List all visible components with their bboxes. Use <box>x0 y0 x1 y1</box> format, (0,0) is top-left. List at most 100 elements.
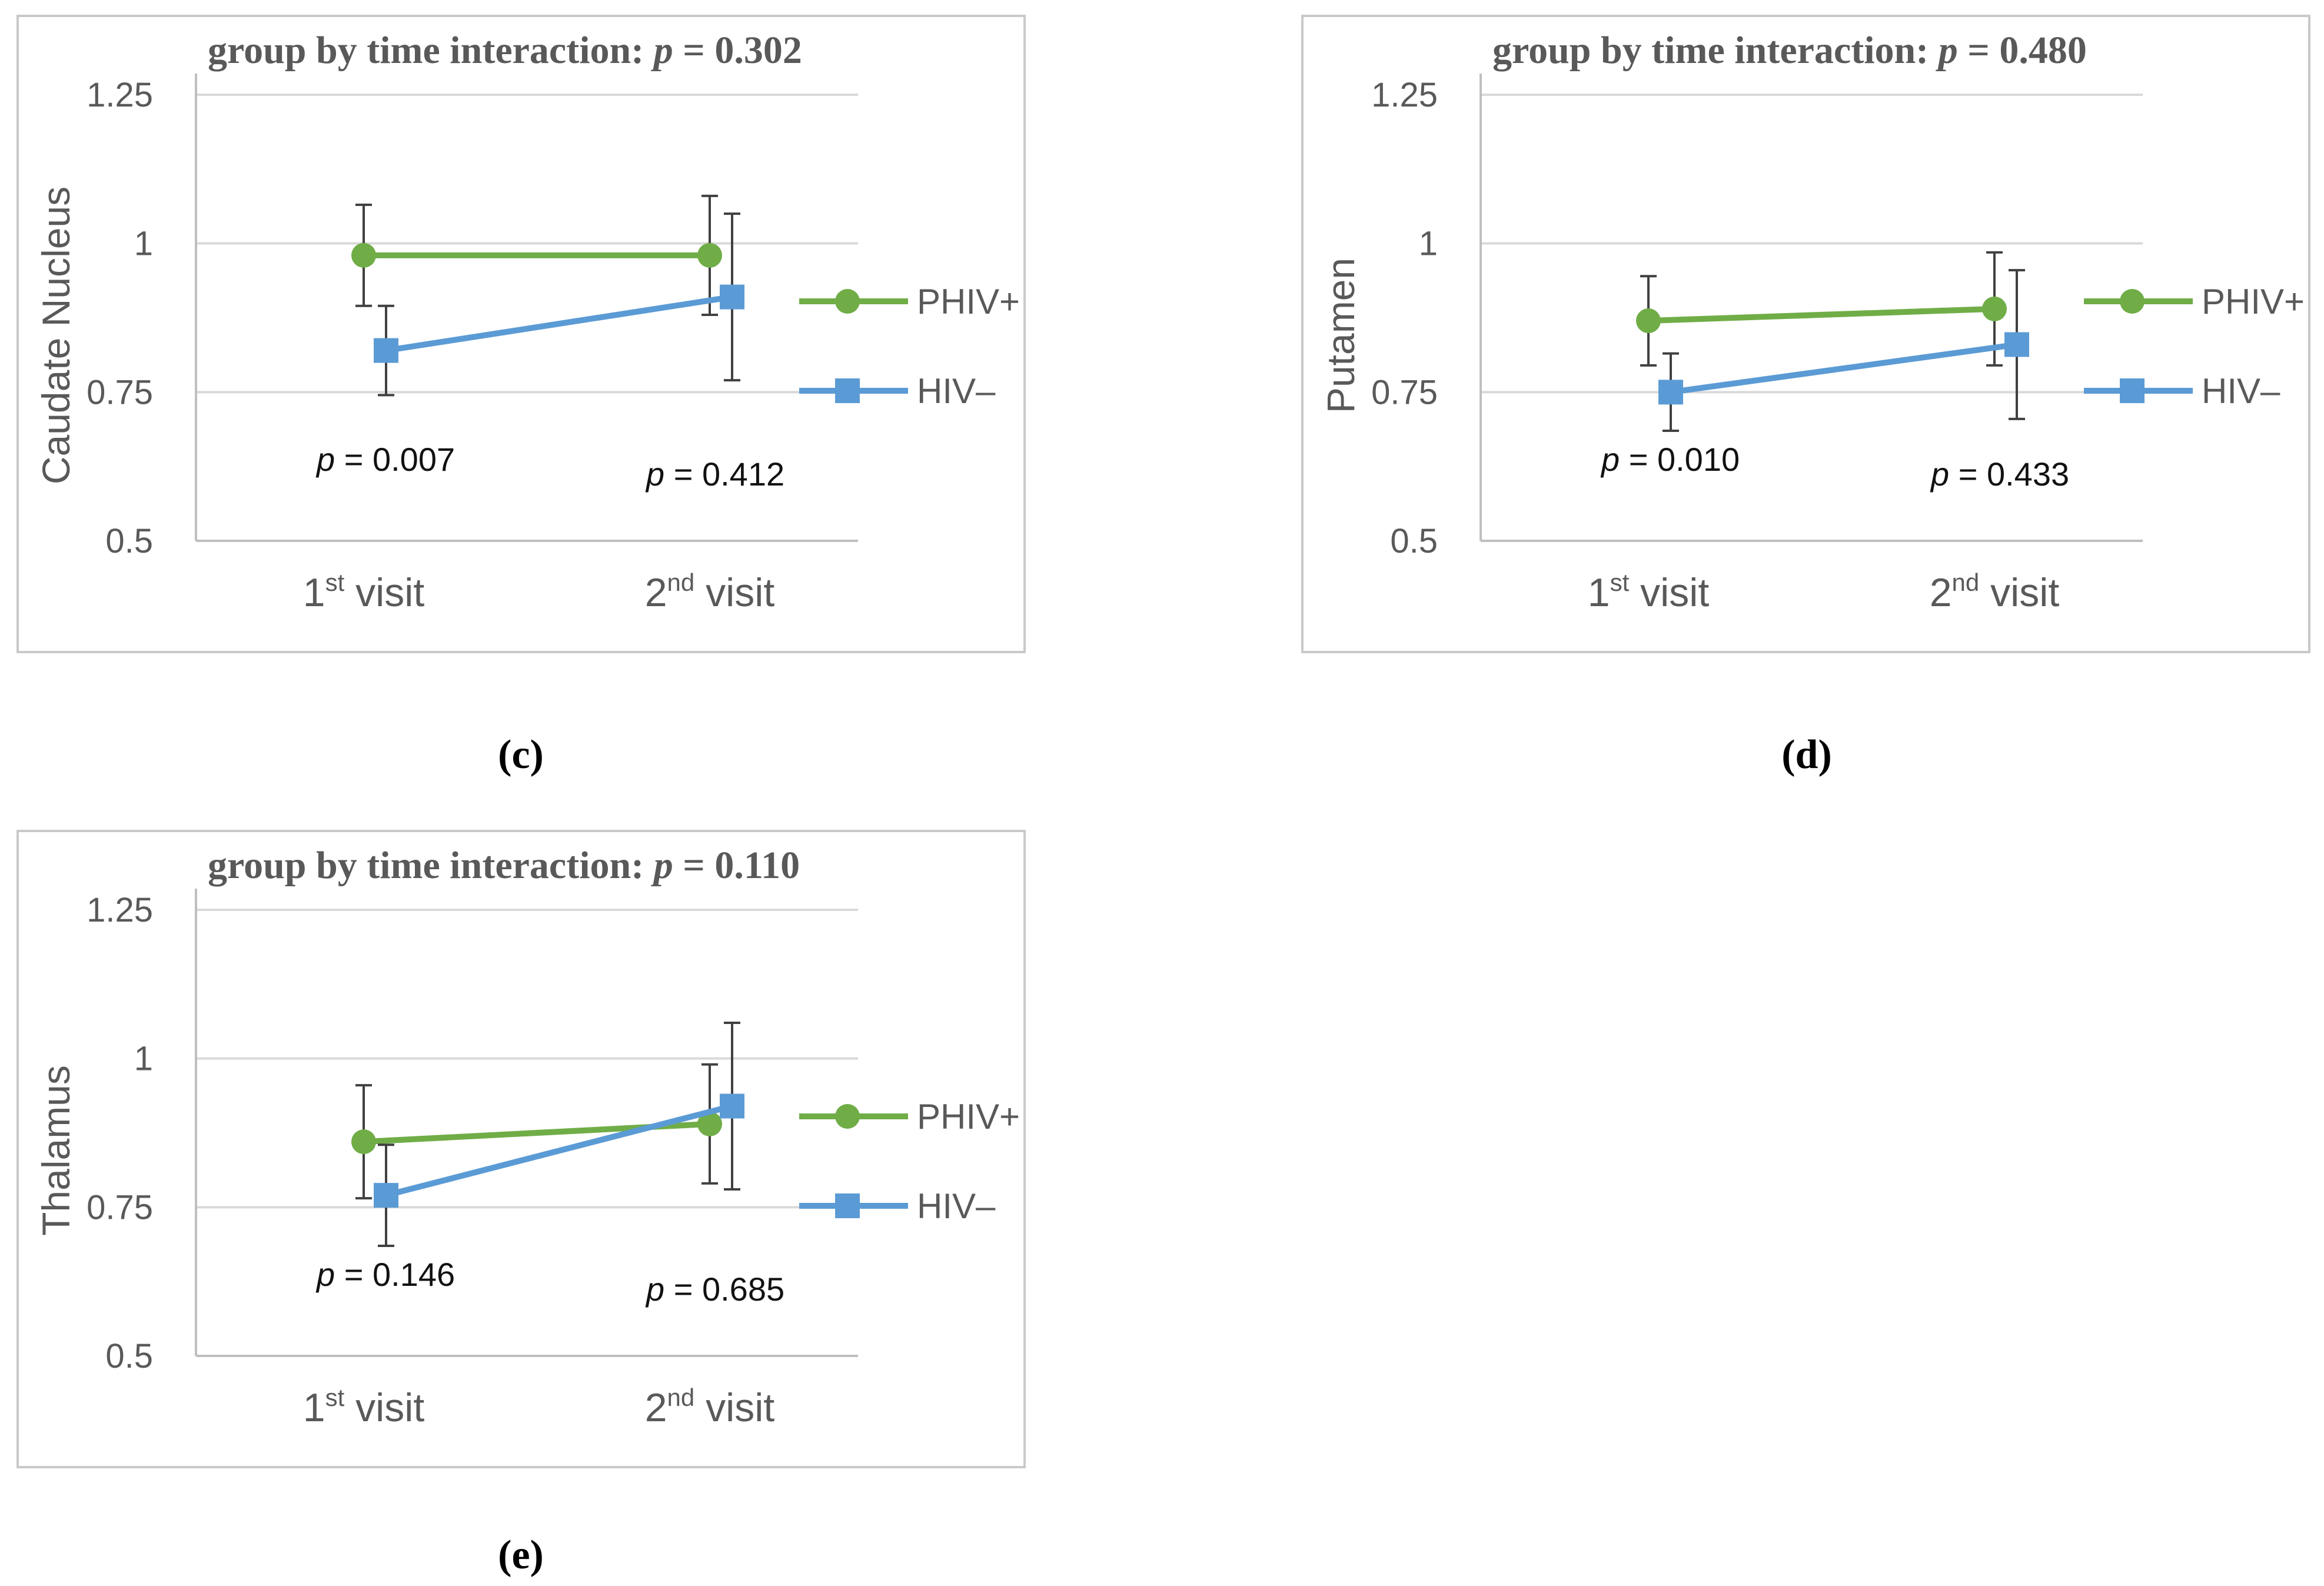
title-text: group by time interaction: <box>208 29 654 72</box>
panel-border <box>16 830 1026 1468</box>
panel-caption: (c) <box>498 732 544 777</box>
x-tick-text: visit <box>344 570 424 615</box>
data-point-circle <box>351 1129 376 1155</box>
legend-marker-circle <box>2120 289 2145 314</box>
series-line <box>383 294 735 354</box>
y-tick-label: 1.25 <box>87 76 153 114</box>
panel-border <box>1301 15 2310 653</box>
annotation-value: = 0.412 <box>664 455 784 493</box>
annotation-p-symbol: p <box>645 1271 664 1308</box>
legend-label: PHIV+ <box>917 1097 1020 1136</box>
panel-border <box>16 15 1026 653</box>
p-value-annotation: p = 0.007 <box>315 441 455 478</box>
data-point-circle <box>1982 296 2007 321</box>
legend-marker-circle <box>835 1104 860 1129</box>
x-tick-text: visit <box>694 1385 774 1430</box>
title-p-value: = 0.302 <box>673 29 802 72</box>
legend-marker-square <box>2120 378 2145 403</box>
title-p-value: = 0.110 <box>673 844 800 887</box>
y-axis-label: Thalamus <box>34 1065 78 1236</box>
x-tick-superscript: st <box>325 568 345 596</box>
y-tick-label: 1 <box>134 225 153 263</box>
x-tick-text: visit <box>1629 570 1709 615</box>
x-tick-number: 1 <box>303 570 325 615</box>
data-point-square <box>720 1093 744 1119</box>
annotation-value: = 0.146 <box>335 1256 455 1293</box>
x-tick-superscript: nd <box>1952 568 1980 596</box>
title-p-symbol: p <box>651 29 673 72</box>
annotation-value: = 0.007 <box>335 441 455 478</box>
title-text: group by time interaction: <box>208 844 654 887</box>
annotation-p-symbol: p <box>315 441 335 478</box>
x-tick-label: 1st visit <box>303 1384 425 1430</box>
y-tick-label: 0.75 <box>1371 373 1438 411</box>
chart-panel: 0.5 0.75 1 1.25 group by time interaction: p… <box>16 830 1026 1468</box>
y-tick-label: 1.25 <box>87 891 153 929</box>
y-axis-label: Caudate Nucleus <box>34 187 78 484</box>
x-tick-number: 1 <box>1588 570 1610 615</box>
annotation-value: = 0.010 <box>1620 441 1740 478</box>
title-p-value: = 0.480 <box>1958 29 2087 72</box>
y-tick-label: 0.75 <box>87 1188 153 1226</box>
y-tick-label: 0.75 <box>87 373 153 411</box>
y-tick-label: 1 <box>134 1040 153 1078</box>
y-tick-label: 0.5 <box>1390 522 1438 560</box>
x-tick-label: 2nd visit <box>645 568 775 615</box>
annotation-value: = 0.685 <box>664 1271 784 1308</box>
title-p-symbol: p <box>1936 29 1958 72</box>
x-tick-number: 1 <box>303 1385 325 1430</box>
legend-label: PHIV+ <box>2202 282 2305 321</box>
legend-label: HIV– <box>917 1186 996 1226</box>
data-point-circle <box>351 242 376 268</box>
data-point-circle <box>697 1111 722 1136</box>
x-tick-label: 1st visit <box>303 568 425 615</box>
data-point-circle <box>697 242 722 268</box>
x-tick-label: 2nd visit <box>1930 568 2060 615</box>
x-tick-superscript: nd <box>667 1384 695 1411</box>
panel-caption: (e) <box>498 1532 544 1578</box>
x-tick-text: visit <box>1979 570 2059 615</box>
x-tick-superscript: st <box>1610 568 1630 596</box>
data-point-circle <box>1636 308 1661 334</box>
y-tick-label: 1.25 <box>1371 76 1438 114</box>
series-line <box>383 1103 735 1199</box>
annotation-p-symbol: p <box>1930 455 1949 493</box>
chart-panel: 0.5 0.75 1 1.25 group by time interaction: p… <box>16 15 1026 653</box>
series-line <box>1668 341 2020 395</box>
y-tick-label: 0.5 <box>105 522 153 560</box>
y-tick-label: 0.5 <box>105 1337 153 1375</box>
x-tick-label: 2nd visit <box>645 1384 775 1430</box>
series-line <box>1645 305 1997 324</box>
data-point-square <box>2004 332 2029 357</box>
annotation-p-symbol: p <box>1600 441 1620 478</box>
title-p-symbol: p <box>651 844 673 887</box>
legend-marker-circle <box>835 289 860 314</box>
chart-panel: 0.5 0.75 1 1.25 group by time interaction: p… <box>1301 15 2310 653</box>
p-value-annotation: p = 0.010 <box>1600 441 1740 478</box>
legend-marker-square <box>835 1193 860 1218</box>
x-tick-number: 2 <box>645 570 667 615</box>
x-tick-text: visit <box>344 1385 424 1430</box>
x-tick-text: visit <box>694 570 774 615</box>
x-tick-superscript: nd <box>667 568 695 596</box>
annotation-p-symbol: p <box>315 1256 335 1293</box>
data-point-square <box>374 338 398 363</box>
p-value-annotation: p = 0.146 <box>315 1256 455 1293</box>
x-tick-number: 2 <box>645 1385 667 1430</box>
data-point-square <box>1658 380 1683 405</box>
data-point-square <box>374 1183 398 1208</box>
annotation-p-symbol: p <box>645 455 664 493</box>
annotation-value: = 0.433 <box>1949 455 2069 493</box>
chart-title: group by time interaction: p = 0.110 <box>208 844 800 887</box>
p-value-annotation: p = 0.433 <box>1930 455 2069 493</box>
x-tick-superscript: st <box>325 1384 345 1411</box>
x-tick-number: 2 <box>1930 570 1952 615</box>
y-tick-label: 1 <box>1419 225 1438 263</box>
chart-title: group by time interaction: p = 0.302 <box>208 29 802 72</box>
title-text: group by time interaction: <box>1492 29 1939 72</box>
data-point-square <box>720 284 744 310</box>
p-value-annotation: p = 0.685 <box>645 1271 784 1308</box>
chart-title: group by time interaction: p = 0.480 <box>1492 29 2087 72</box>
legend-marker-square <box>835 378 860 403</box>
legend-label: PHIV+ <box>917 282 1020 321</box>
